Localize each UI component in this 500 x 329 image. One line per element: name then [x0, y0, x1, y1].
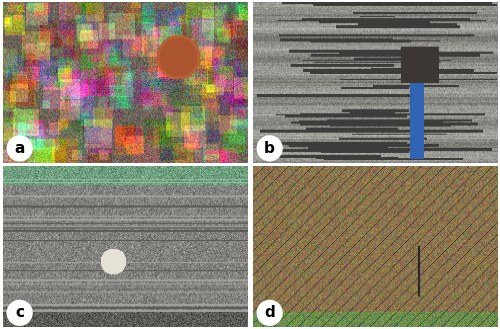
Text: c: c: [15, 305, 24, 320]
Text: a: a: [14, 141, 25, 156]
Text: b: b: [264, 141, 275, 156]
Text: d: d: [264, 305, 275, 320]
